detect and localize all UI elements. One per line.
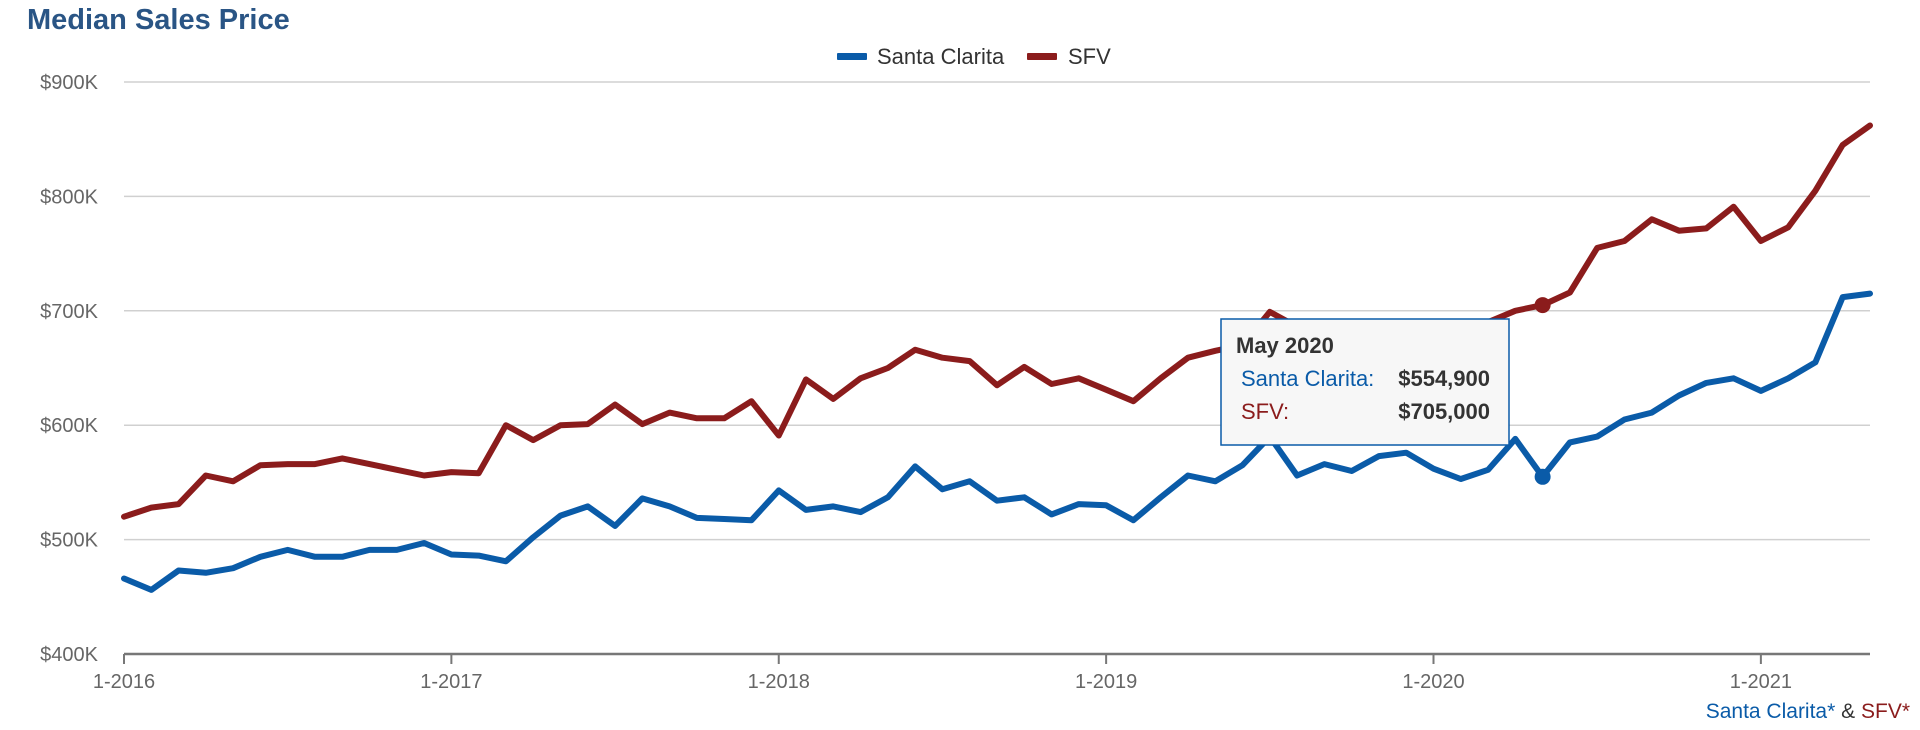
legend-swatch-sfv: [1027, 53, 1057, 60]
axis-layer: $400K $500K $600K $700K $800K $900K 1-2016 1-20…: [40, 72, 1870, 693]
tooltip-label-sfv: SFV:: [1241, 399, 1289, 424]
tooltip-value-santa-clarita: $554,900: [1398, 366, 1490, 391]
y-tick-label: $600K: [40, 415, 98, 437]
tooltip-label-santa-clarita: Santa Clarita:: [1241, 366, 1374, 391]
series-line-sfv[interactable]: [121, 122, 1873, 520]
y-tick-label: $700K: [40, 301, 98, 323]
credit-separator: &: [1835, 700, 1861, 723]
hover-marker-santa-clarita: [1534, 468, 1551, 485]
y-tick-label: $500K: [40, 530, 98, 552]
tooltip-title: May 2020: [1236, 333, 1334, 358]
y-tick-label: $900K: [40, 72, 98, 94]
credit-santa-clarita: Santa Clarita*: [1706, 700, 1836, 723]
x-tick-label: 1-2018: [748, 671, 810, 693]
y-tick-label: $400K: [40, 644, 98, 666]
hover-marker-sfv: [1534, 297, 1551, 314]
y-tick-label: $800K: [40, 186, 98, 208]
x-tick-label: 1-2017: [420, 671, 482, 693]
tooltip: May 2020 Santa Clarita: $554,900 SFV: $7…: [1220, 318, 1510, 446]
chart-title: Median Sales Price: [27, 4, 290, 36]
legend-label-santa-clarita: Santa Clarita: [877, 44, 1005, 69]
legend-label-sfv: SFV: [1068, 44, 1111, 69]
series-line-santa-clarita[interactable]: [121, 290, 1873, 593]
marker-layer: [1534, 297, 1551, 485]
legend-swatch-santa-clarita: [837, 53, 867, 60]
legend-item-santa-clarita[interactable]: Santa Clarita: [837, 44, 1005, 69]
x-tick-label: 1-2020: [1402, 671, 1464, 693]
chart-credits[interactable]: Santa Clarita* & SFV*: [1706, 700, 1910, 723]
grid-layer: [124, 81, 1870, 541]
series-layer: [121, 122, 1873, 593]
tooltip-value-sfv: $705,000: [1398, 399, 1490, 424]
credit-sfv: SFV*: [1861, 700, 1910, 723]
x-tick-label: 1-2019: [1075, 671, 1137, 693]
x-tick-label: 1-2016: [93, 671, 155, 693]
tooltip-box: [1220, 318, 1510, 446]
legend-item-sfv[interactable]: SFV: [1027, 44, 1111, 69]
legend: Santa Clarita SFV: [837, 44, 1111, 69]
x-tick-label: 1-2021: [1730, 671, 1792, 693]
